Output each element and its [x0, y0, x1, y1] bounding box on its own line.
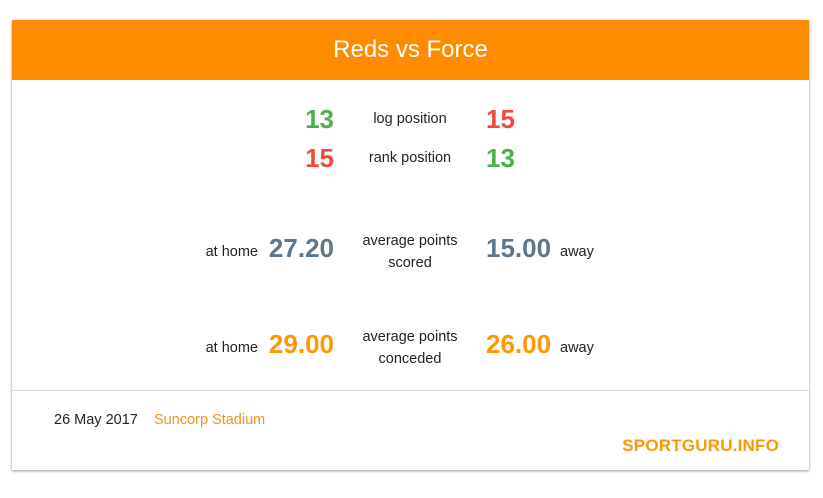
match-title: Reds vs Force	[333, 36, 488, 63]
away-scored-suffix: away	[560, 244, 594, 260]
points-conceded-label-line2: conceded	[378, 351, 442, 367]
footer-divider	[12, 390, 809, 391]
brand-link[interactable]: SPORTGURU.INFO	[622, 436, 779, 455]
away-points-scored: 15.00	[486, 233, 552, 263]
match-date: 26 May 2017	[54, 412, 138, 428]
points-scored-label: average points scored	[352, 230, 468, 274]
away-conceded-suffix: away	[560, 340, 594, 356]
away-rank-position: 13	[486, 143, 515, 173]
away-log-position: 15	[486, 104, 515, 134]
venue-link[interactable]: Suncorp Stadium	[154, 412, 266, 428]
log-position-label: log position	[373, 111, 447, 127]
points-scored-label-line2: scored	[388, 255, 432, 271]
match-card: Reds vs Force 13 log position 15 15 rank…	[12, 20, 809, 470]
away-points-conceded: 26.00	[486, 329, 552, 359]
points-conceded-label-line1: average points	[362, 329, 458, 345]
rank-position-label: rank position	[368, 150, 452, 166]
home-log-position: 13	[305, 104, 334, 134]
home-conceded-prefix: at home	[205, 340, 258, 356]
home-points-conceded: 29.00	[268, 329, 334, 359]
home-rank-position: 15	[305, 143, 334, 173]
home-points-scored: 27.20	[268, 233, 334, 263]
card-header: Reds vs Force	[12, 20, 809, 80]
points-conceded-label: average points conceded	[352, 326, 468, 370]
home-scored-prefix: at home	[205, 244, 258, 260]
points-scored-label-line1: average points	[362, 233, 458, 249]
